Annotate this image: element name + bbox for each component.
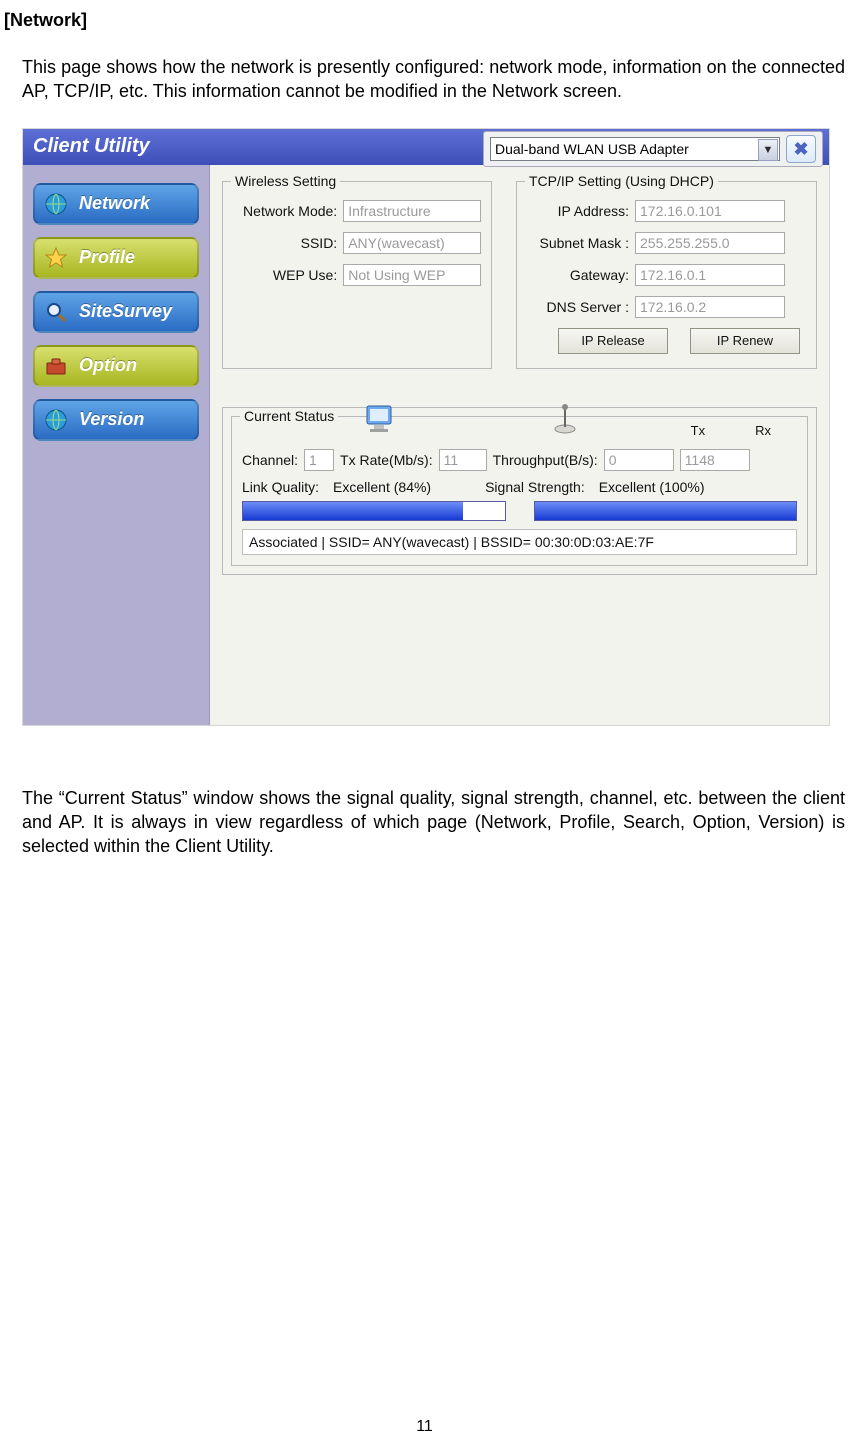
close-icon: ✖ bbox=[793, 140, 808, 158]
dns-server-label: DNS Server : bbox=[527, 299, 629, 315]
network-mode-label: Network Mode: bbox=[233, 203, 337, 219]
sidebar-item-network[interactable]: Network bbox=[33, 183, 199, 225]
txrate-label: Tx Rate(Mb/s): bbox=[340, 452, 433, 468]
adapter-selected-value: Dual-band WLAN USB Adapter bbox=[495, 141, 689, 157]
page-number: 11 bbox=[4, 1418, 845, 1436]
txrx-headers: Tx Rx bbox=[691, 423, 771, 438]
wireless-setting-group: Wireless Setting Network Mode: Infrastru… bbox=[222, 181, 492, 369]
monitor-icon bbox=[364, 403, 400, 438]
sidebar-item-label: Version bbox=[79, 409, 144, 430]
sidebar-item-label: Option bbox=[79, 355, 137, 376]
sidebar-item-label: SiteSurvey bbox=[79, 301, 172, 322]
intro-paragraph: This page shows how the network is prese… bbox=[22, 55, 845, 104]
adapter-select[interactable]: Dual-band WLAN USB Adapter ▼ bbox=[490, 137, 780, 161]
star-icon bbox=[43, 245, 69, 271]
gateway-label: Gateway: bbox=[527, 267, 629, 283]
globe-icon bbox=[43, 191, 69, 217]
ip-address-input: 172.16.0.101 bbox=[635, 200, 785, 222]
magnifier-icon bbox=[43, 299, 69, 325]
link-quality-label: Link Quality: bbox=[242, 479, 319, 495]
gateway-input: 172.16.0.1 bbox=[635, 264, 785, 286]
throughput-rx-input: 1148 bbox=[680, 449, 750, 471]
signal-strength-value: Excellent (100%) bbox=[599, 479, 705, 495]
chevron-down-icon: ▼ bbox=[758, 139, 778, 161]
ip-renew-button[interactable]: IP Renew bbox=[690, 328, 800, 354]
status-outer-panel: Current Status Tx Rx bbox=[222, 407, 817, 575]
wep-use-label: WEP Use: bbox=[233, 267, 337, 283]
network-mode-input: Infrastructure bbox=[343, 200, 481, 222]
link-quality-bar bbox=[242, 501, 506, 521]
antenna-icon bbox=[550, 403, 580, 438]
window-title: Client Utility bbox=[33, 135, 150, 158]
sidebar: Network Profile SiteSurvey bbox=[23, 165, 209, 725]
link-quality-value: Excellent (84%) bbox=[333, 479, 431, 495]
channel-label: Channel: bbox=[242, 452, 298, 468]
group-legend: TCP/IP Setting (Using DHCP) bbox=[525, 173, 718, 189]
dns-server-input: 172.16.0.2 bbox=[635, 296, 785, 318]
throughput-label: Throughput(B/s): bbox=[493, 452, 598, 468]
close-button[interactable]: ✖ bbox=[786, 135, 816, 163]
group-legend: Current Status bbox=[240, 408, 338, 424]
toolbox-icon bbox=[43, 353, 69, 379]
main-panel: Wireless Setting Network Mode: Infrastru… bbox=[209, 165, 829, 725]
ssid-input: ANY(wavecast) bbox=[343, 232, 481, 254]
throughput-tx-input: 0 bbox=[604, 449, 674, 471]
footer-paragraph: The “Current Status” window shows the si… bbox=[22, 786, 845, 859]
channel-input: 1 bbox=[304, 449, 334, 471]
section-heading: [Network] bbox=[4, 10, 845, 31]
ip-release-button[interactable]: IP Release bbox=[558, 328, 668, 354]
globe-icon bbox=[43, 407, 69, 433]
client-utility-window: Client Utility Dual-band WLAN USB Adapte… bbox=[22, 128, 830, 726]
txrate-input: 11 bbox=[439, 449, 487, 471]
wep-use-input: Not Using WEP bbox=[343, 264, 481, 286]
titlebar: Client Utility Dual-band WLAN USB Adapte… bbox=[23, 129, 829, 165]
subnet-mask-input: 255.255.255.0 bbox=[635, 232, 785, 254]
sidebar-item-sitesurvey[interactable]: SiteSurvey bbox=[33, 291, 199, 333]
sidebar-item-label: Profile bbox=[79, 247, 135, 268]
signal-strength-bar bbox=[534, 501, 798, 521]
sidebar-item-label: Network bbox=[79, 193, 150, 214]
signal-strength-label: Signal Strength: bbox=[485, 479, 585, 495]
current-status-group: Current Status Tx Rx bbox=[231, 416, 808, 566]
ip-address-label: IP Address: bbox=[527, 203, 629, 219]
sidebar-item-profile[interactable]: Profile bbox=[33, 237, 199, 279]
subnet-mask-label: Subnet Mask : bbox=[527, 235, 629, 251]
tx-header: Tx bbox=[691, 423, 705, 438]
rx-header: Rx bbox=[755, 423, 771, 438]
sidebar-item-version[interactable]: Version bbox=[33, 399, 199, 441]
tcpip-setting-group: TCP/IP Setting (Using DHCP) IP Address: … bbox=[516, 181, 817, 369]
sidebar-item-option[interactable]: Option bbox=[33, 345, 199, 387]
ssid-label: SSID: bbox=[233, 235, 337, 251]
adapter-area: Dual-band WLAN USB Adapter ▼ ✖ bbox=[483, 131, 823, 167]
association-status: Associated | SSID= ANY(wavecast) | BSSID… bbox=[242, 529, 797, 555]
group-legend: Wireless Setting bbox=[231, 173, 340, 189]
